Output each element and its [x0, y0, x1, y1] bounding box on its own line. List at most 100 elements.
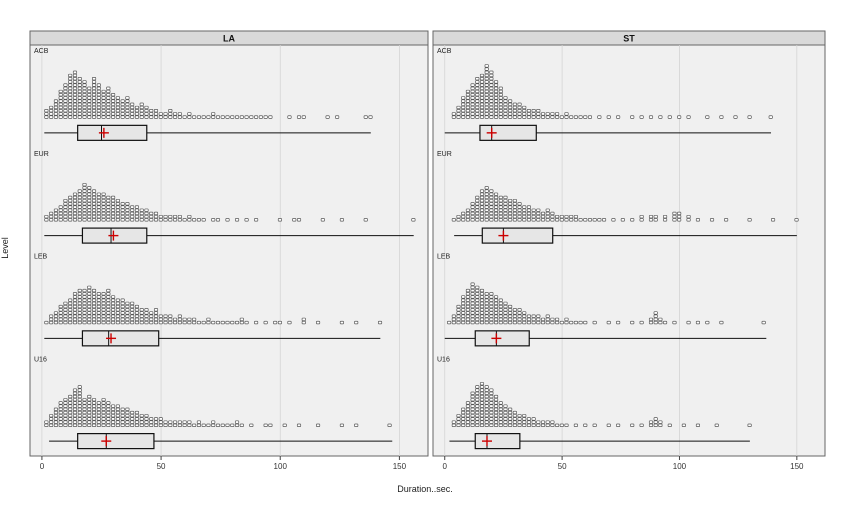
panel-st-u16-dot	[592, 423, 597, 427]
panel-la-eur-dot	[63, 218, 68, 222]
panel-st-acb-dot	[489, 102, 494, 106]
panel-la-leb-dot	[177, 314, 182, 318]
panel-la-u16-dot	[101, 398, 106, 402]
panel-la-u16-dot	[115, 410, 120, 415]
panel-st-leb-dot	[475, 320, 480, 325]
panel-st-u16-dot	[475, 417, 480, 421]
panel-st-acb-dot	[470, 96, 475, 100]
panel-la-u16-dot	[130, 417, 135, 421]
panel-la-u16-dot	[101, 420, 106, 424]
panel-la-leb-dot	[63, 314, 68, 318]
panel-la-eur-dot	[211, 218, 216, 222]
panel-la-leb-dot	[96, 314, 101, 318]
panel-st-leb-dot	[606, 320, 611, 325]
panel-la-u16-dot	[173, 423, 178, 427]
panel-st-u16-dot	[503, 414, 508, 418]
panel-st-leb-dot	[503, 301, 508, 306]
panel-la-eur-dot	[115, 205, 120, 209]
panel-st-acb-dot	[470, 102, 475, 106]
panel-st-eur-dot	[695, 218, 700, 222]
panel-st-acb-dot	[630, 115, 635, 119]
panel-la-acb-dot	[63, 109, 68, 113]
panel-la-eur-dot	[91, 189, 97, 193]
panel-la-leb-dot	[173, 320, 178, 325]
panel-la-eur-dot	[82, 205, 87, 209]
panel-st-acb-dot	[747, 115, 752, 119]
panel-st-leb-dot	[508, 304, 513, 309]
panel-la-acb-dot	[335, 115, 340, 119]
panel-la-leb-dot	[58, 308, 63, 312]
panel-st-eur-dot	[479, 189, 485, 193]
panel-la-leb-dot	[206, 320, 211, 325]
panel-la-leb-dot	[58, 317, 63, 322]
panel-la-u16-dot	[263, 423, 268, 427]
panel-st-eur-dot	[648, 218, 654, 222]
panel-st-leb-level-label: LEB	[437, 254, 451, 261]
panel-la-leb-dot	[230, 320, 235, 325]
panel-st-eur-dot	[583, 218, 588, 222]
panel-la-eur-dot	[68, 208, 73, 212]
panel-la-u16-dot	[63, 417, 68, 421]
panel-st-acb-dot	[484, 64, 489, 68]
panel-la-acb-dot	[91, 99, 97, 103]
panel-st-eur-box	[481, 227, 554, 244]
panel-st-acb-dot	[494, 86, 499, 90]
panel-la-leb-dot	[144, 314, 149, 318]
panel-st-eur-dot	[653, 218, 658, 222]
panel-la-u16-dot	[130, 420, 135, 424]
panel-la-eur-dot	[254, 218, 259, 222]
panel-la-u16-dot	[58, 407, 63, 411]
panel-la-acb-dot	[125, 109, 130, 113]
panel-st-u16-dot	[494, 398, 499, 402]
panel-st-eur-dot	[489, 189, 494, 193]
panel-la-leb-dot	[91, 320, 97, 325]
panel-st-acb-dot	[531, 112, 536, 116]
panel-la-leb-dot	[134, 304, 139, 309]
panel-st-u16-dot	[484, 417, 489, 421]
panel-st-leb-dot	[522, 317, 527, 322]
panel-la-leb-dots	[44, 285, 383, 325]
panel-la-u16-dot	[339, 423, 344, 427]
panel-st-acb-dot	[479, 89, 485, 94]
panel-la-eur-dot	[115, 208, 120, 212]
panel-la-u16-dot	[153, 417, 159, 421]
panel-st-u16-dot	[648, 420, 654, 424]
panel-st-acb-box	[479, 124, 537, 141]
panel-la-u16-dot	[115, 420, 120, 424]
panel-st-acb-dot	[555, 112, 560, 116]
panel-la-u16-dot	[82, 398, 87, 402]
panel-la-eur-dot	[134, 208, 139, 212]
panel-la-eur-dot	[111, 198, 116, 203]
panel-st-u16-dot	[489, 423, 494, 427]
panel-st-acb-dot	[475, 80, 480, 84]
panel-la-u16-dot	[125, 407, 130, 411]
panel-la-leb-dot	[120, 311, 125, 315]
panel-st-u16-dot	[531, 417, 536, 421]
panel-st-u16-dot	[489, 417, 494, 421]
panel-la-acb-dot	[130, 115, 135, 119]
panel-st-acb-dot	[461, 96, 466, 100]
panel-la-u16-dot	[63, 420, 68, 424]
panel-la-acb-dot	[68, 109, 73, 113]
panel-la-u16-dot	[96, 404, 101, 408]
panel-la-u16-dot	[144, 414, 149, 418]
panel-st-acb-dot	[461, 112, 466, 116]
panel-la-leb-dot	[125, 317, 130, 322]
panel-la-u16-dot	[106, 404, 111, 408]
panel-st-u16-dot	[465, 407, 470, 411]
panel-la-eur-dot	[339, 218, 344, 222]
panel-la-leb-dot	[91, 295, 97, 299]
panel-st-acb-dot	[489, 73, 494, 78]
panel-st-acb-dot	[479, 99, 485, 103]
panel-la-eur-dot	[101, 202, 106, 206]
panel-st-acb-dot	[465, 115, 470, 119]
panel-st-eur-dot	[512, 198, 517, 203]
panel-la-u16-dot	[115, 407, 120, 411]
panel-la-acb-dot	[173, 112, 178, 116]
panel-la-leb-dot	[96, 292, 101, 296]
panel-la-u16-dot	[111, 417, 116, 421]
panel-la-acb-dot	[72, 93, 78, 97]
panel-la-eur-dot	[72, 202, 78, 206]
panel-st-u16-dot	[465, 401, 470, 405]
panel-la-acb-dot	[87, 96, 92, 100]
